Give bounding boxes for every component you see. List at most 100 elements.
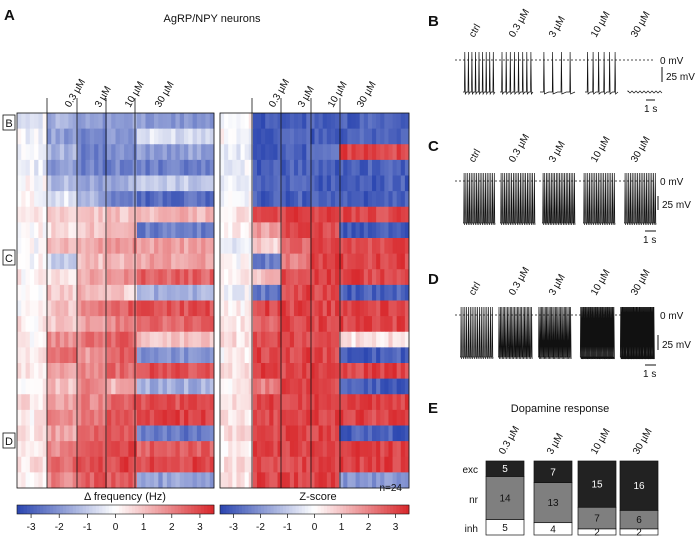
heatmap-cell [228,472,233,489]
heatmap-cell [89,347,95,364]
heatmap-cell [124,128,129,145]
heatmap-cell [51,284,56,301]
heatmap-cell [158,238,164,255]
heatmap-cell [149,284,155,301]
heatmap-cell [298,394,303,411]
heatmap-cell [220,238,225,255]
heatmap-cell [188,441,193,458]
heatmap-cell [64,394,69,411]
heatmap-cell [343,222,348,239]
heatmap-cell [106,191,112,208]
heatmap-cell [196,394,202,411]
heatmap-cell [335,441,340,458]
heatmap-cell [306,253,311,270]
stack-segment-nr [533,482,573,524]
heatmap-cell [236,144,241,161]
heatmap-cell [94,128,99,145]
heatmap-cell [335,378,340,395]
heatmap-cell [277,284,283,301]
heatmap-cell [68,238,74,255]
heatmap-cell [248,316,254,333]
colorbar-swatch [118,505,123,514]
heatmap-cell [76,238,82,255]
heatmap-cell [400,284,406,301]
heatmap-cell [220,191,225,208]
heatmap-cell [330,175,336,192]
heatmap-cell [136,409,142,426]
heatmap-cell [240,363,246,380]
heatmap-cell [81,144,86,161]
heatmap-cell [111,159,116,176]
heatmap-cell [400,206,406,223]
heatmap-cell [318,128,324,145]
heatmap-cell [376,316,381,333]
heatmap-cell [25,472,31,489]
heatmap-cell [85,253,91,270]
heatmap-cell [166,378,172,395]
colorbar-swatch [53,505,57,514]
heatmap-cell [141,253,146,270]
heatmap-cell [392,316,398,333]
heatmap-cell [136,206,142,223]
heatmap-cell [367,284,373,301]
heatmap-cell [51,222,56,239]
heatmap-cell [158,175,164,192]
heatmap-cell [314,300,320,317]
heatmap-cell [248,175,254,192]
heatmap-cell [59,269,65,286]
heatmap-cell [59,363,65,380]
heatmap-cell [34,144,39,161]
heatmap-cell [228,284,233,301]
heatmap-cell [351,113,356,130]
heatmap-cell [89,472,95,489]
heatmap-cell [162,269,168,286]
heatmap-cell [68,331,74,348]
colorbar-swatch [393,505,397,514]
heatmap-cell [351,409,356,426]
heatmap-cell [355,238,361,255]
heatmap-cell [396,269,402,286]
heatmap-cell [240,425,246,442]
heatmap-cell [175,300,181,317]
heatmap-cell [171,238,176,255]
heatmap-cell [261,331,266,348]
heatmap-cell [175,363,181,380]
heatmap-cell [367,300,373,317]
heatmap-cell [201,253,206,270]
heatmap-cell [240,175,246,192]
heatmap-cell [154,472,159,489]
heatmap-cell [367,238,373,255]
heatmap-cell [343,113,348,130]
heatmap-cell [347,191,352,208]
heatmap-cell [76,347,82,364]
heatmap-cell [205,456,211,473]
heatmap-cell [145,191,151,208]
heatmap-cell [281,222,287,239]
heatmap-cell [220,456,225,473]
heatmap-cell [285,363,291,380]
heatmap-cell [380,144,385,161]
heatmap-cell [196,347,202,364]
heatmap-cell [119,394,125,411]
heatmap-cell [244,347,250,364]
heatmap-cell [273,253,278,270]
heatmap-cell [51,456,56,473]
heatmap-cell [201,378,206,395]
heatmap-cell [34,347,39,364]
heatmap-cell [209,316,215,333]
heatmap-cell [179,128,185,145]
colorbar-swatch [289,505,293,514]
heatmap-cell [265,456,270,473]
heatmap-cell [106,253,112,270]
heatmap-cell [261,363,266,380]
heatmap-cell [232,175,237,192]
heatmap-cell [166,159,172,176]
heatmap-cell [298,284,303,301]
heatmap-cell [314,456,320,473]
heatmap-cell [209,456,215,473]
heatmap-cell [224,269,229,286]
heatmap-cell [154,191,159,208]
colorbar-swatch [260,505,265,514]
